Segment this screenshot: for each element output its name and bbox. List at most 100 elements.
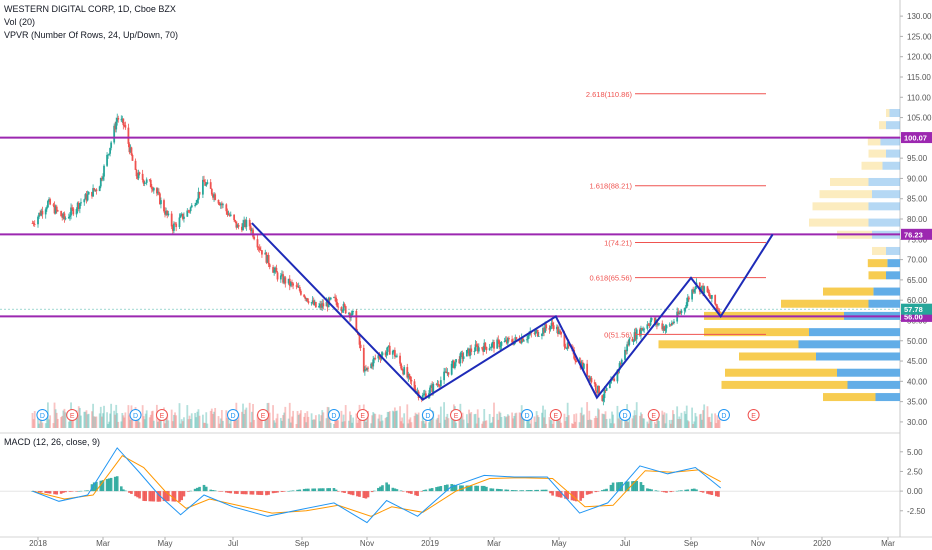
earnings-marker[interactable] (356, 409, 369, 421)
volume-bar (181, 421, 184, 428)
vpvr-up-bar (873, 287, 900, 296)
candle-body (352, 310, 355, 312)
volume-bar (669, 423, 672, 428)
volume-bar (256, 414, 259, 428)
volume-bar (513, 415, 516, 428)
volume-bar (311, 419, 314, 428)
volume-bar (218, 423, 221, 428)
volume-bar (377, 418, 380, 428)
volume-bar (714, 413, 717, 428)
price-tick-label: 45.00 (907, 357, 928, 366)
volume-bar (633, 410, 636, 428)
volume-bar (138, 422, 141, 428)
candle-body (473, 350, 476, 352)
candle-body (249, 226, 252, 232)
candle-body (399, 355, 401, 364)
dividend-marker[interactable] (421, 409, 434, 421)
macd-histogram-bar (55, 491, 59, 495)
price-tick-label: 85.00 (907, 195, 928, 204)
macd-histogram-bar (130, 491, 133, 494)
candle-body (53, 205, 56, 214)
volume-bar (414, 412, 417, 428)
candle-body (109, 147, 112, 154)
volume-bar (460, 415, 463, 428)
macd-histogram-bar (439, 486, 443, 492)
dividend-marker[interactable] (717, 409, 730, 421)
earnings-marker[interactable] (450, 409, 463, 421)
volume-bar (526, 414, 528, 428)
macd-histogram-bar (540, 489, 544, 492)
volume-bar (251, 411, 253, 428)
candle-body (492, 342, 494, 344)
candle-body (625, 349, 627, 352)
dividend-marker[interactable] (36, 409, 49, 421)
pattern-line[interactable] (251, 222, 774, 401)
volume-bar (76, 415, 79, 428)
volume-bar (664, 423, 667, 428)
candle-body (54, 206, 57, 214)
candle-body (444, 371, 447, 373)
horizontal-levels: 100.07 76.23 56.00 (0, 132, 932, 322)
macd-histogram-bar (242, 491, 246, 495)
candle-body (310, 302, 313, 304)
macd-histogram-bar (204, 486, 208, 492)
macd-histogram-bar (124, 490, 127, 492)
earnings-marker[interactable] (549, 409, 562, 421)
vpvr-up-bar (816, 352, 900, 361)
earnings-marker[interactable] (155, 409, 168, 421)
earnings-marker[interactable] (647, 409, 660, 421)
macd-histogram-bar (519, 490, 522, 492)
candle-body (610, 380, 612, 384)
volume-bar (49, 415, 52, 428)
volume-bar (226, 418, 229, 428)
candle-body (259, 249, 262, 251)
candle-body (144, 182, 147, 184)
volume-bar (351, 422, 353, 428)
dividend-marker[interactable] (129, 409, 142, 421)
macd-histogram-bar (276, 491, 279, 493)
volume-bar (639, 415, 641, 428)
earnings-marker[interactable] (66, 409, 79, 421)
earnings-marker[interactable] (747, 409, 760, 421)
candle-body (482, 348, 485, 352)
volume-bar (684, 413, 687, 428)
volume-bar (406, 404, 409, 428)
macd-histogram-bar (381, 485, 384, 492)
volume-bar (209, 410, 212, 428)
dividend-marker[interactable] (521, 409, 534, 421)
macd-histogram-bar (113, 476, 117, 492)
volume-bar (206, 423, 209, 428)
candle-body (164, 211, 166, 215)
candle-body (358, 335, 361, 345)
candle-body (179, 215, 182, 218)
candle-body (359, 344, 362, 348)
candle-body (336, 302, 339, 307)
volume-bar (604, 411, 607, 428)
earnings-marker[interactable] (257, 409, 270, 421)
dividend-marker[interactable] (619, 409, 631, 421)
candle-body (435, 383, 438, 385)
candle-body (347, 313, 350, 314)
candle-body (657, 324, 659, 325)
volume-bar (282, 415, 284, 428)
dividend-marker[interactable] (227, 409, 239, 421)
vpvr-down-bar (861, 161, 883, 170)
candle-body (264, 252, 267, 255)
level-price-label: 76.23 (904, 230, 923, 239)
candle-body (410, 379, 413, 382)
candle-body (454, 362, 456, 368)
volume-bar (582, 414, 585, 428)
volume-bar (190, 413, 193, 428)
candle-body (439, 380, 442, 387)
dividend-marker[interactable] (327, 409, 340, 421)
macd-histogram-bar (677, 490, 681, 492)
candle-body (421, 395, 424, 401)
macd-histogram-bar (302, 488, 306, 492)
candle-body (677, 311, 680, 315)
volume-bar (654, 423, 657, 428)
volume-bar (708, 416, 711, 428)
candle-body (493, 342, 495, 349)
macd-histogram-bar (101, 480, 105, 492)
volume-bar (236, 419, 239, 428)
